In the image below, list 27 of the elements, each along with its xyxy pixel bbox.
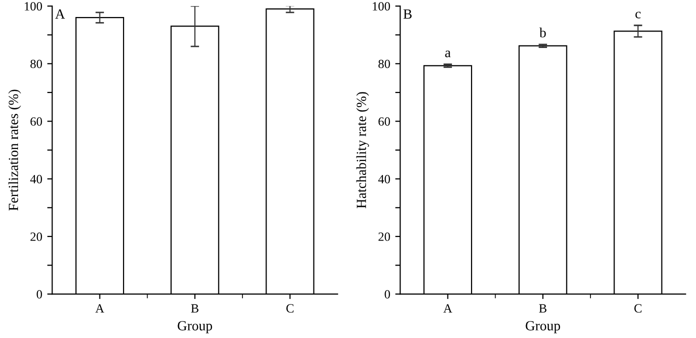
y-tick-label: 60 <box>378 117 390 126</box>
y-tick-label: 20 <box>378 232 390 241</box>
x-tick-label: C <box>634 304 642 313</box>
x-tick-label: B <box>191 304 198 312</box>
annotation: A <box>55 9 65 19</box>
y-tick-label: 80 <box>378 60 390 68</box>
annotation: B <box>403 10 412 19</box>
annotation: c <box>635 12 641 18</box>
x-tick-label: B <box>539 304 546 312</box>
y-axis-title: Fertilization rates (%) <box>8 90 21 211</box>
x-tick-label: C <box>286 304 294 313</box>
x-axis-title: Group <box>178 321 212 334</box>
x-axis-title: Group <box>526 321 560 334</box>
annotation: b <box>539 28 546 38</box>
annotation: a <box>445 50 451 58</box>
y-tick-label: 40 <box>378 174 390 184</box>
y-tick-label: 80 <box>30 60 42 68</box>
y-tick-label: 0 <box>36 290 42 299</box>
y-tick-label: 100 <box>24 2 42 11</box>
x-tick-label: A <box>443 304 452 312</box>
y-axis-title: Hatchability rate (%) <box>356 92 369 208</box>
y-tick-label: 40 <box>30 174 42 184</box>
y-tick-label: 20 <box>30 232 42 241</box>
y-tick-label: 0 <box>384 290 390 299</box>
y-tick-label: 100 <box>372 2 390 11</box>
y-tick-label: 60 <box>30 117 42 126</box>
x-tick-label: A <box>95 304 104 312</box>
